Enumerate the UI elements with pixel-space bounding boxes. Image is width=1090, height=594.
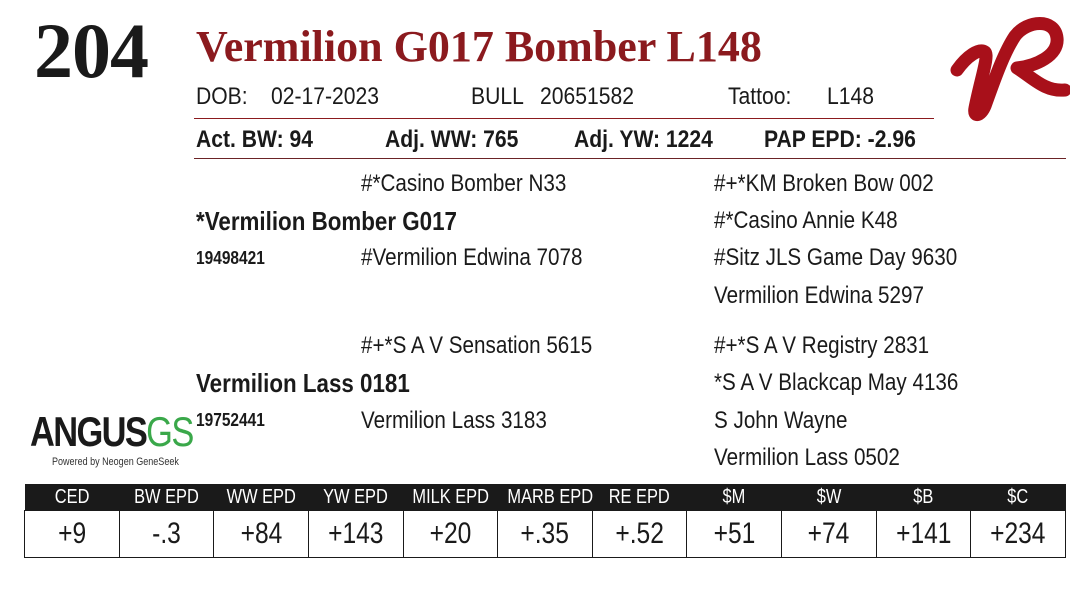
sire-sire-dam: #*Casino Annie K48 <box>714 207 898 234</box>
sire-sire-sire: #+*KM Broken Bow 002 <box>714 170 934 197</box>
adjusted-yearling-weight: Adj. YW: 1224 <box>574 126 713 153</box>
sex-label: BULL <box>471 83 524 110</box>
dam-dam-sire: S John Wayne <box>714 407 848 434</box>
epd-value-cell: +9 <box>24 510 120 558</box>
logo-tagline: Powered by Neogen GeneSeek <box>52 456 179 468</box>
tattoo-label: Tattoo: <box>728 83 792 110</box>
divider-top <box>194 118 934 119</box>
epd-header-cell: MILK EPD <box>403 484 498 511</box>
dam-sire: #+*S A V Sensation 5615 <box>361 332 593 359</box>
epd-header-cell: RE EPD <box>592 484 687 511</box>
angus-gs-logo: ANGUSGS Powered by Neogen GeneSeek <box>30 408 194 474</box>
epd-value-row: +9 -.3 +84 +143 +20 +.35 +.52 +51 +74 +1… <box>24 510 1066 558</box>
epd-header-cell: $M <box>686 484 782 511</box>
epd-header-cell: $C <box>970 484 1066 511</box>
dob-value: 02-17-2023 <box>271 83 380 110</box>
sire-dam-dam: Vermilion Edwina 5297 <box>714 282 924 309</box>
epd-header-cell: WW EPD <box>213 484 309 511</box>
dob-label: DOB: <box>196 83 248 110</box>
epd-value-cell: +74 <box>781 510 877 558</box>
epd-header-cell: YW EPD <box>308 484 403 511</box>
epd-header-cell: $W <box>781 484 877 511</box>
sire-sire: #*Casino Bomber N33 <box>361 170 567 197</box>
epd-value-cell: +.52 <box>591 510 688 558</box>
epd-header-row: CED BW EPD WW EPD YW EPD MILK EPD MARB E… <box>24 484 1066 511</box>
epd-value-cell: +141 <box>875 510 972 558</box>
sire-dam-sire: #Sitz JLS Game Day 9630 <box>714 244 958 271</box>
epd-table: CED BW EPD WW EPD YW EPD MILK EPD MARB E… <box>24 484 1066 558</box>
epd-value-cell: +51 <box>686 510 782 558</box>
epd-value-cell: +.35 <box>497 510 593 558</box>
logo-brand-suffix: GS <box>146 408 194 455</box>
epd-header-cell: $B <box>876 484 971 511</box>
vr-brand-logo <box>950 17 1070 121</box>
sire-name: *Vermilion Bomber G017 <box>196 206 457 236</box>
epd-value-cell: +84 <box>213 510 309 558</box>
animal-name: Vermilion G017 Bomber L148 <box>196 22 762 71</box>
sire-dam: #Vermilion Edwina 7078 <box>361 244 583 271</box>
dam-sire-sire: #+*S A V Registry 2831 <box>714 332 930 359</box>
dam-sire-dam: *S A V Blackcap May 4136 <box>714 369 959 396</box>
pap-epd: PAP EPD: -2.96 <box>764 126 916 153</box>
divider-bottom <box>194 158 1066 159</box>
epd-value-cell: +143 <box>307 510 404 558</box>
epd-header-cell: MARB EPD <box>497 484 593 511</box>
logo-brand-word: ANGUS <box>30 408 148 455</box>
sire-registration: 19498421 <box>196 248 265 268</box>
dam-dam: Vermilion Lass 3183 <box>361 407 547 434</box>
registration-number: 20651582 <box>540 83 634 110</box>
dam-name: Vermilion Lass 0181 <box>196 368 410 398</box>
adjusted-weaning-weight: Adj. WW: 765 <box>385 126 519 153</box>
dam-registration: 19752441 <box>196 410 265 430</box>
epd-header-cell: BW EPD <box>119 484 214 511</box>
dam-dam-dam: Vermilion Lass 0502 <box>714 444 900 471</box>
lot-number: 204 <box>34 7 149 94</box>
epd-value-cell: +20 <box>402 510 499 558</box>
epd-value-cell: +234 <box>970 510 1066 558</box>
tattoo-value: L148 <box>827 83 874 110</box>
actual-birth-weight: Act. BW: 94 <box>196 126 313 153</box>
epd-header-cell: CED <box>24 484 120 511</box>
epd-value-cell: -.3 <box>118 510 215 558</box>
